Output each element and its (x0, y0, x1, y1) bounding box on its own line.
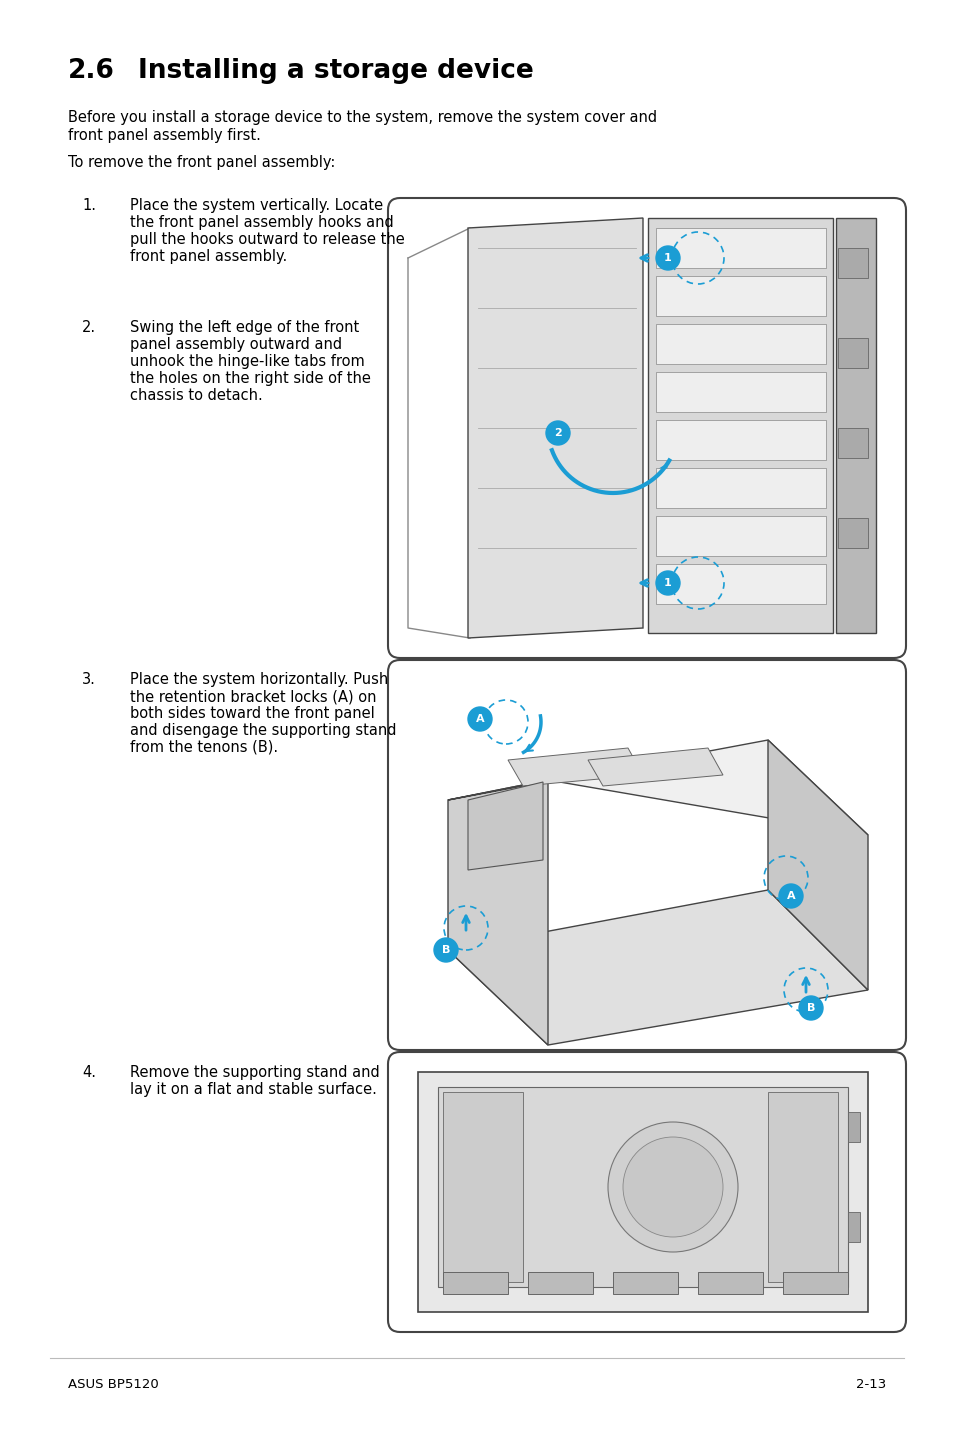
Text: To remove the front panel assembly:: To remove the front panel assembly: (68, 155, 335, 170)
FancyBboxPatch shape (388, 1053, 905, 1332)
Bar (647, 219, 832, 633)
Bar (442, 1273, 507, 1294)
Text: Swing the left edge of the front: Swing the left edge of the front (130, 321, 359, 335)
Text: the retention bracket locks (A) on: the retention bracket locks (A) on (130, 689, 376, 705)
Bar (837, 429, 867, 457)
Bar (656, 516, 825, 557)
Circle shape (622, 1137, 722, 1237)
Text: ASUS BP5120: ASUS BP5120 (68, 1378, 158, 1391)
Bar (698, 1273, 762, 1294)
Circle shape (799, 997, 822, 1020)
FancyBboxPatch shape (388, 198, 905, 659)
Text: Before you install a storage device to the system, remove the system cover and: Before you install a storage device to t… (68, 109, 657, 125)
Text: Installing a storage device: Installing a storage device (138, 58, 533, 83)
Text: lay it on a flat and stable surface.: lay it on a flat and stable surface. (130, 1081, 376, 1097)
Bar (837, 518, 867, 548)
Text: 2-13: 2-13 (855, 1378, 885, 1391)
Polygon shape (507, 748, 642, 787)
Text: 2.6: 2.6 (68, 58, 114, 83)
Bar (656, 229, 825, 267)
FancyBboxPatch shape (388, 660, 905, 1050)
Text: the holes on the right side of the: the holes on the right side of the (130, 371, 371, 385)
Bar (656, 276, 825, 316)
Circle shape (656, 246, 679, 270)
Bar (437, 1087, 847, 1287)
Text: unhook the hinge-like tabs from: unhook the hinge-like tabs from (130, 354, 364, 370)
Bar (767, 1091, 837, 1283)
Text: chassis to detach.: chassis to detach. (130, 388, 262, 403)
Bar (782, 1273, 847, 1294)
Text: both sides toward the front panel: both sides toward the front panel (130, 706, 375, 720)
Text: pull the hooks outward to release the: pull the hooks outward to release the (130, 232, 404, 247)
Polygon shape (448, 779, 547, 1045)
Text: the front panel assembly hooks and: the front panel assembly hooks and (130, 216, 394, 230)
Circle shape (545, 421, 569, 444)
Text: panel assembly outward and: panel assembly outward and (130, 336, 342, 352)
Bar (837, 338, 867, 368)
Text: A: A (476, 715, 484, 723)
Polygon shape (448, 741, 867, 835)
Text: 3.: 3. (82, 672, 95, 687)
Text: A: A (786, 892, 795, 902)
Text: 4.: 4. (82, 1066, 96, 1080)
Bar (417, 1071, 867, 1311)
Bar (442, 1091, 522, 1283)
Text: Remove the supporting stand and: Remove the supporting stand and (130, 1066, 379, 1080)
Circle shape (779, 884, 802, 907)
Polygon shape (448, 890, 867, 1045)
Text: 1.: 1. (82, 198, 96, 213)
Text: 1: 1 (663, 253, 671, 263)
Bar (527, 1273, 593, 1294)
Circle shape (434, 938, 457, 962)
Bar (613, 1273, 678, 1294)
Text: Place the system vertically. Locate: Place the system vertically. Locate (130, 198, 383, 213)
Bar (847, 1212, 859, 1242)
Bar (847, 1112, 859, 1142)
Circle shape (468, 707, 492, 731)
Polygon shape (468, 782, 542, 870)
Text: 2: 2 (554, 429, 561, 439)
Text: 2.: 2. (82, 321, 96, 335)
Text: 1: 1 (663, 578, 671, 588)
Polygon shape (468, 219, 642, 638)
Bar (656, 564, 825, 604)
Text: front panel assembly first.: front panel assembly first. (68, 128, 260, 142)
Text: Place the system horizontally. Push: Place the system horizontally. Push (130, 672, 388, 687)
Text: front panel assembly.: front panel assembly. (130, 249, 287, 265)
Bar (656, 467, 825, 508)
Text: and disengage the supporting stand: and disengage the supporting stand (130, 723, 396, 738)
Bar (656, 420, 825, 460)
Polygon shape (587, 748, 722, 787)
Text: from the tenons (B).: from the tenons (B). (130, 741, 278, 755)
Text: B: B (441, 945, 450, 955)
Polygon shape (767, 741, 867, 989)
Text: B: B (806, 1002, 814, 1012)
Bar (835, 219, 875, 633)
Bar (656, 372, 825, 413)
Bar (656, 324, 825, 364)
Circle shape (656, 571, 679, 595)
Bar (837, 247, 867, 278)
Circle shape (607, 1122, 738, 1252)
